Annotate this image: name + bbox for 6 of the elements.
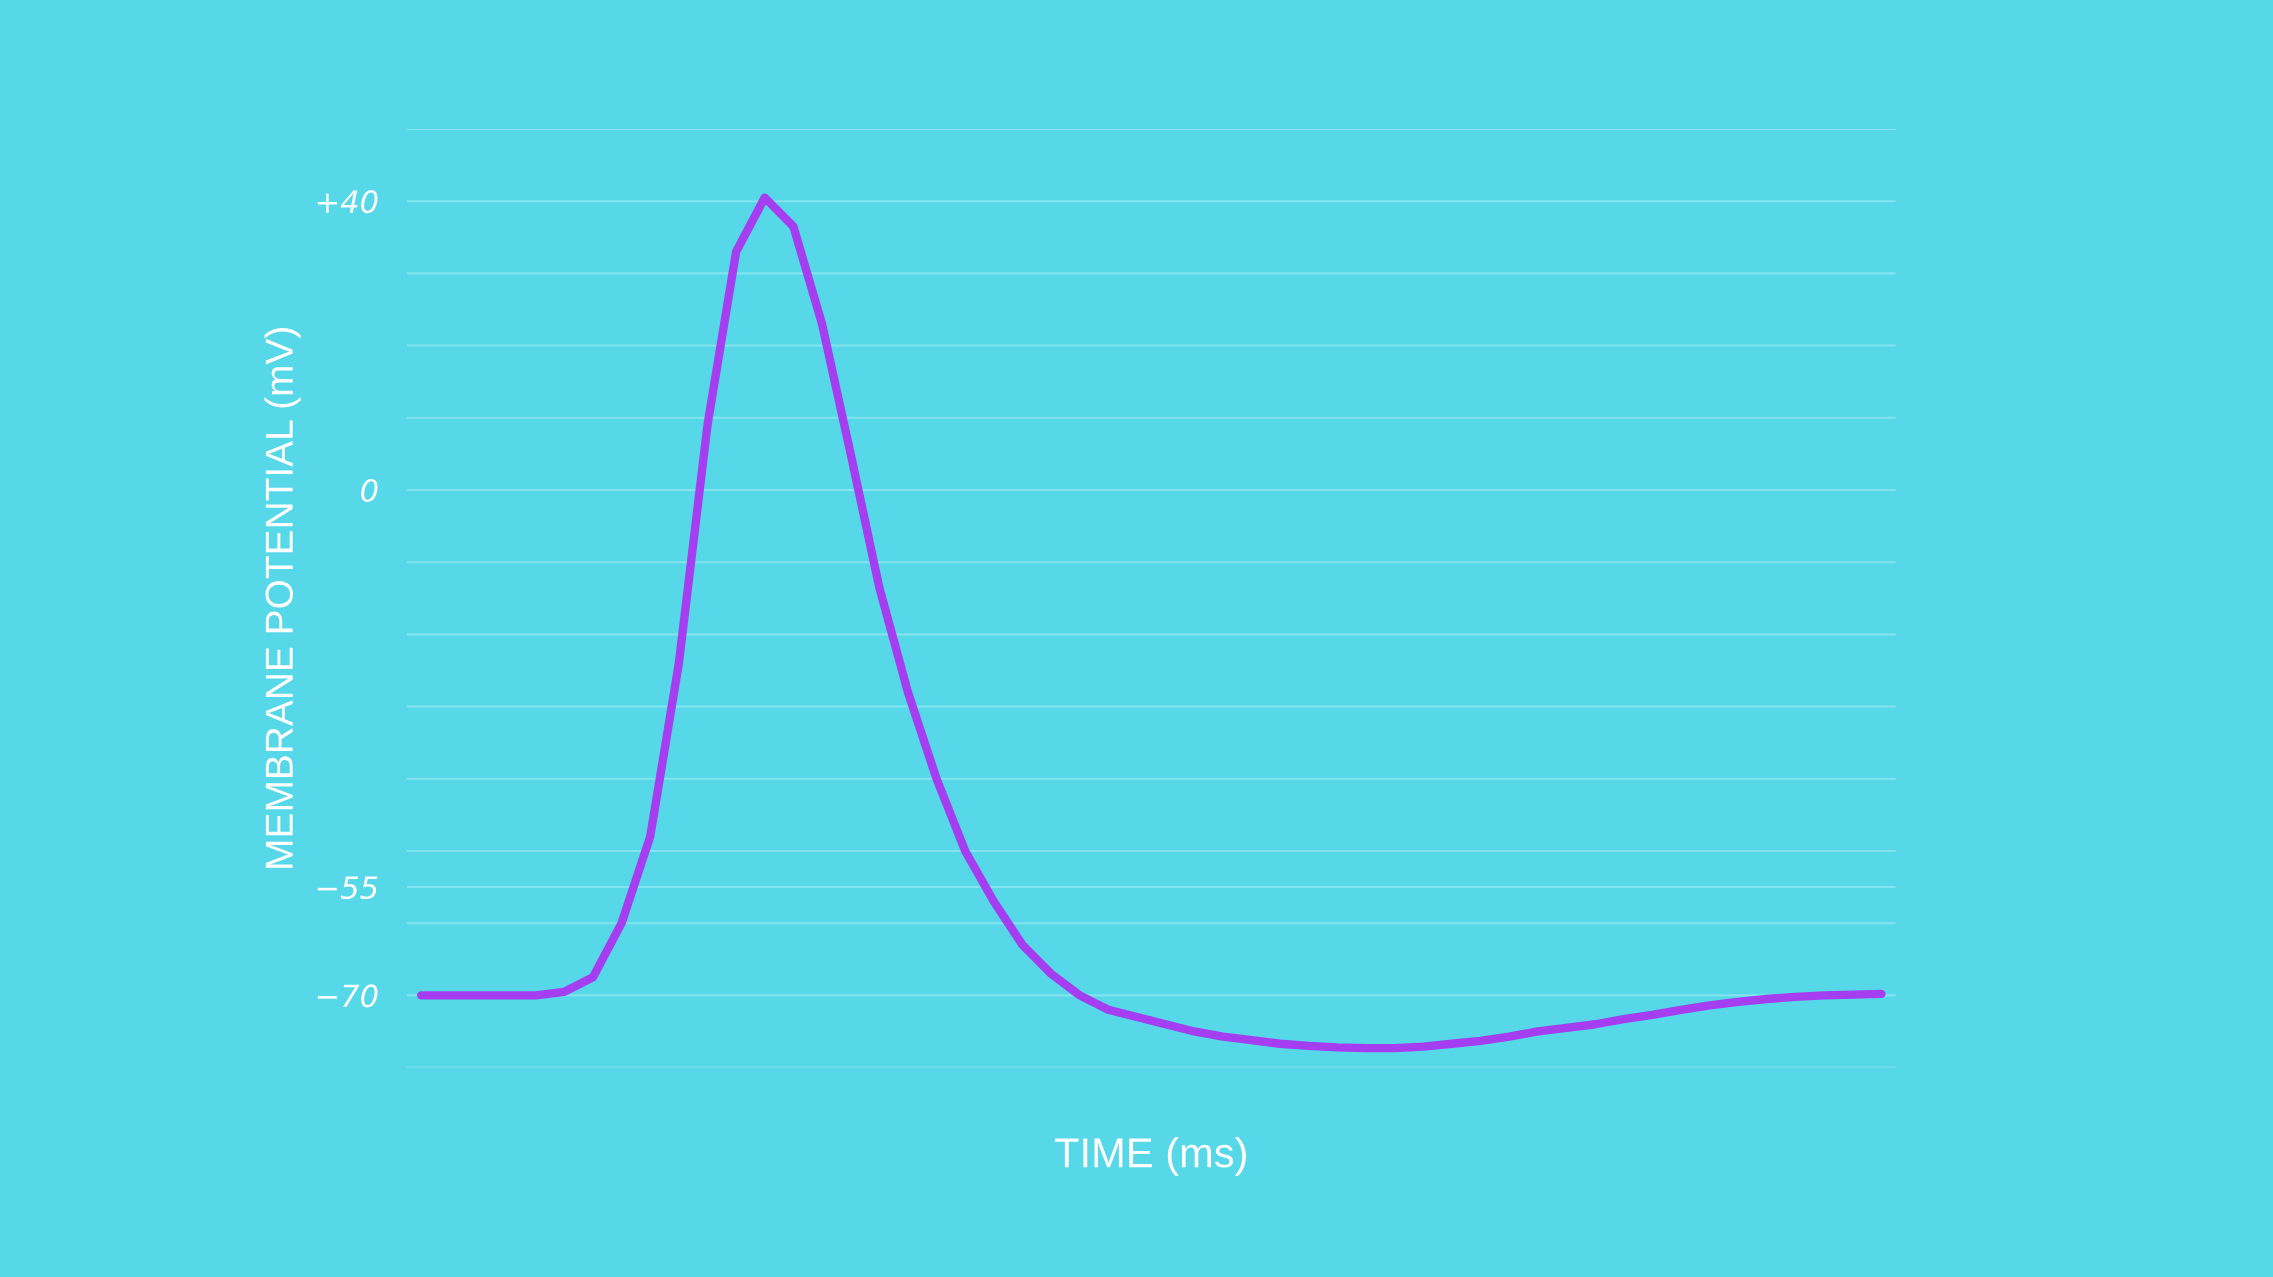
y-tick-label: −70 [317, 984, 378, 1008]
x-axis-title: TIME (ms) [1055, 1137, 1246, 1176]
y-axis-title: MEMBRANE POTENTIAL (mV) [264, 328, 301, 868]
y-tick-label: −55 [317, 876, 378, 900]
y-tick-label: 0 [361, 478, 378, 503]
y-tick-label: +40 [317, 190, 378, 214]
